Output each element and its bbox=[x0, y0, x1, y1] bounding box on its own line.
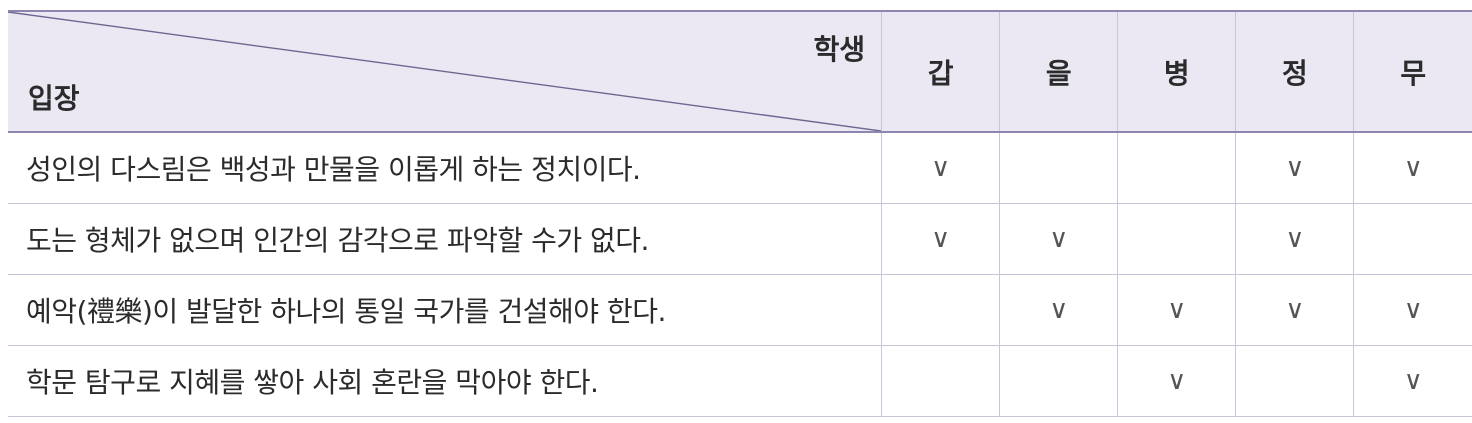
check-mark: ∨ bbox=[1235, 274, 1354, 346]
diagonal-divider bbox=[8, 12, 882, 131]
student-axis-label: 학생 bbox=[813, 33, 866, 66]
student-header-jeong: 정 bbox=[1235, 10, 1354, 133]
comparison-table-container: 학생 입장 갑 을 병 정 무 성인의 다스림은 백성과 만물을 이롭게 하는 … bbox=[8, 10, 1472, 417]
check-mark: ∨ bbox=[1353, 132, 1472, 204]
check-mark bbox=[1117, 132, 1236, 204]
student-header-gap: 갑 bbox=[881, 10, 1000, 133]
check-mark: ∨ bbox=[999, 274, 1118, 346]
position-text: 예악(禮樂)이 발달한 하나의 통일 국가를 건설해야 한다. bbox=[8, 274, 882, 346]
table-row: 학문 탐구로 지혜를 쌓아 사회 혼란을 막아야 한다. ∨ ∨ bbox=[8, 345, 1472, 417]
header-row: 학생 입장 갑 을 병 정 무 bbox=[8, 10, 1472, 133]
check-mark bbox=[881, 274, 1000, 346]
check-mark: ∨ bbox=[881, 203, 1000, 275]
table-row: 예악(禮樂)이 발달한 하나의 통일 국가를 건설해야 한다. ∨ ∨ ∨ ∨ bbox=[8, 274, 1472, 346]
check-mark bbox=[999, 132, 1118, 204]
check-mark: ∨ bbox=[1353, 274, 1472, 346]
position-text: 도는 형체가 없으며 인간의 감각으로 파악할 수가 없다. bbox=[8, 203, 882, 275]
table-row: 성인의 다스림은 백성과 만물을 이롭게 하는 정치이다. ∨ ∨ ∨ bbox=[8, 132, 1472, 204]
student-header-eul: 을 bbox=[999, 10, 1118, 133]
check-mark bbox=[881, 345, 1000, 417]
check-mark: ∨ bbox=[999, 203, 1118, 275]
check-mark bbox=[1235, 345, 1354, 417]
position-axis-label: 입장 bbox=[28, 82, 80, 115]
student-header-byeong: 병 bbox=[1117, 10, 1236, 133]
check-mark: ∨ bbox=[1117, 345, 1236, 417]
diagonal-header-cell: 학생 입장 bbox=[8, 10, 882, 133]
table-row: 도는 형체가 없으며 인간의 감각으로 파악할 수가 없다. ∨ ∨ ∨ bbox=[8, 203, 1472, 275]
check-mark bbox=[1353, 203, 1472, 275]
check-mark: ∨ bbox=[1117, 274, 1236, 346]
position-comparison-table: 학생 입장 갑 을 병 정 무 성인의 다스림은 백성과 만물을 이롭게 하는 … bbox=[8, 10, 1472, 417]
check-mark: ∨ bbox=[1235, 203, 1354, 275]
student-header-mu: 무 bbox=[1353, 10, 1472, 133]
check-mark bbox=[999, 345, 1118, 417]
check-mark bbox=[1117, 203, 1236, 275]
check-mark: ∨ bbox=[881, 132, 1000, 204]
check-mark: ∨ bbox=[1235, 132, 1354, 204]
check-mark: ∨ bbox=[1353, 345, 1472, 417]
position-text: 학문 탐구로 지혜를 쌓아 사회 혼란을 막아야 한다. bbox=[8, 345, 882, 417]
position-text: 성인의 다스림은 백성과 만물을 이롭게 하는 정치이다. bbox=[8, 132, 882, 204]
